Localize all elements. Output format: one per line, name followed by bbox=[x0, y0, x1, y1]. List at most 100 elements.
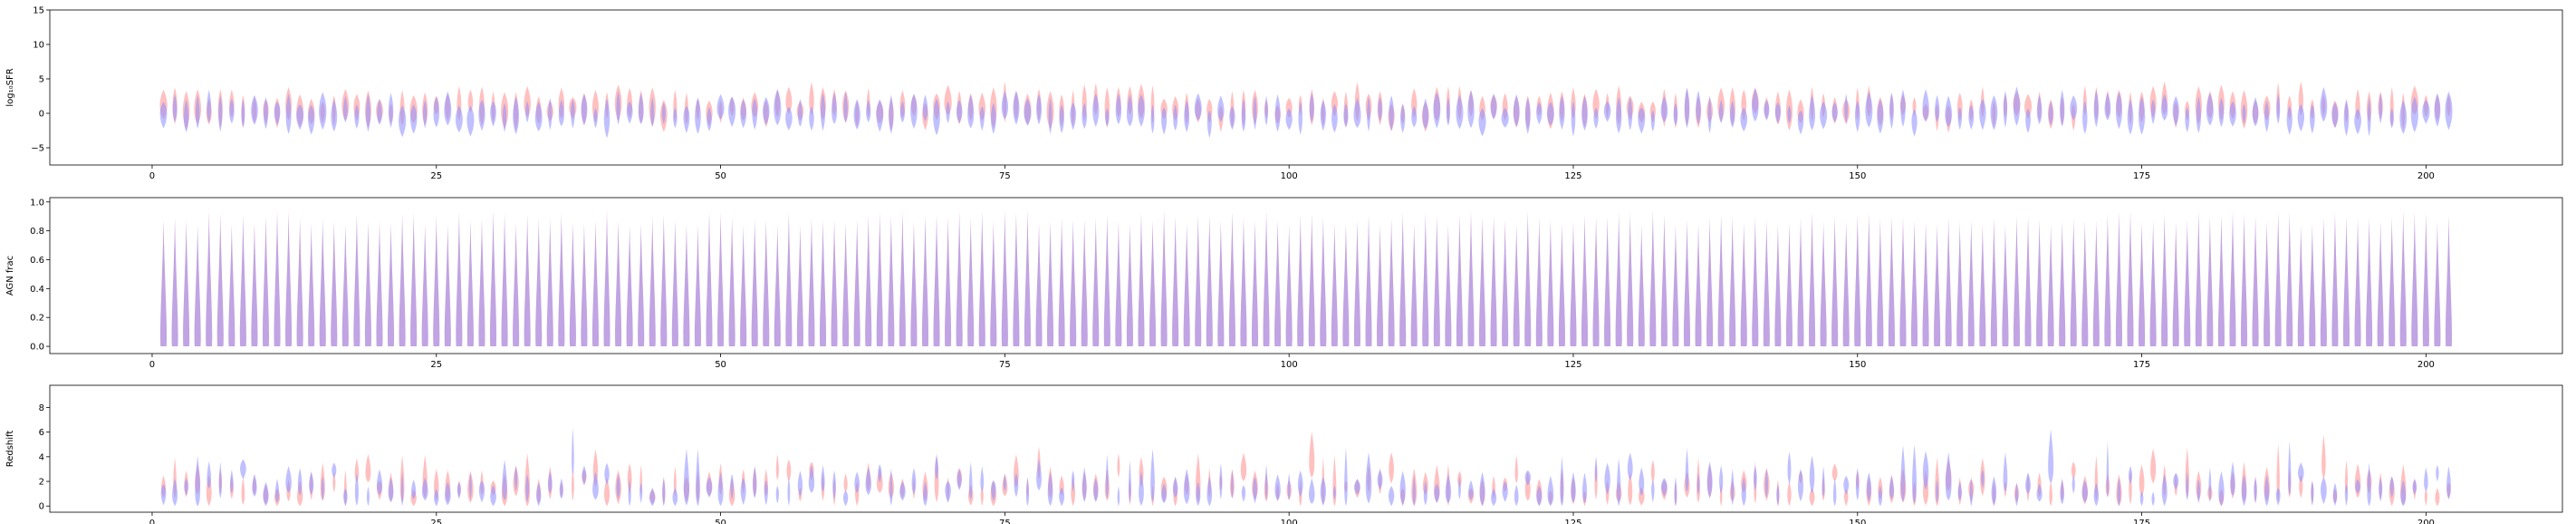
violin-b bbox=[1912, 444, 1917, 504]
violin-b bbox=[1150, 449, 1155, 502]
violin-b bbox=[2389, 476, 2394, 499]
violin-b bbox=[662, 478, 666, 507]
violin-b bbox=[1479, 217, 1486, 347]
violin-b bbox=[548, 97, 553, 131]
violin-b bbox=[1196, 481, 1201, 507]
violin-b bbox=[2321, 477, 2327, 505]
violin-b bbox=[1889, 475, 1894, 500]
violin-b bbox=[296, 218, 303, 347]
violin-b bbox=[2399, 100, 2408, 135]
violin-b bbox=[888, 215, 895, 347]
violin-b bbox=[1957, 106, 1963, 131]
violin-b bbox=[706, 107, 712, 131]
x-tick-label: 0 bbox=[149, 519, 155, 524]
violin-b bbox=[694, 225, 701, 347]
violin-b bbox=[581, 93, 588, 126]
violin-b bbox=[716, 93, 725, 120]
violin-b bbox=[1412, 474, 1416, 507]
violin-b bbox=[1161, 107, 1168, 135]
violin-b bbox=[195, 94, 200, 129]
violin-b bbox=[853, 99, 860, 130]
violin-b bbox=[2070, 218, 2077, 347]
x-tick-label: 50 bbox=[715, 360, 726, 370]
violin-b bbox=[1547, 102, 1554, 126]
violin-b bbox=[661, 102, 666, 124]
violin-b bbox=[444, 91, 452, 126]
violin-b bbox=[683, 223, 690, 347]
violin-b bbox=[1581, 95, 1588, 131]
violin-b bbox=[821, 464, 825, 492]
violin-b bbox=[1535, 218, 1543, 347]
violin-b bbox=[2286, 212, 2293, 347]
violin-b bbox=[1683, 219, 1691, 347]
violin-b bbox=[433, 215, 440, 347]
x-tick-label: 25 bbox=[430, 360, 442, 370]
violin-b bbox=[911, 467, 917, 495]
violin-b bbox=[1571, 471, 1576, 503]
violin-b bbox=[1706, 461, 1713, 498]
violin-b bbox=[1003, 474, 1006, 491]
violin-b bbox=[240, 459, 246, 480]
violin-b bbox=[1524, 97, 1531, 134]
violin-a bbox=[1843, 489, 1849, 507]
violin-b bbox=[490, 210, 497, 347]
violin-b bbox=[2206, 216, 2214, 347]
violin-b bbox=[195, 455, 201, 507]
violin-b bbox=[1502, 481, 1508, 502]
violin-a bbox=[1628, 471, 1633, 506]
x-tick-label: 125 bbox=[1564, 360, 1581, 370]
violin-b bbox=[1774, 102, 1781, 124]
violin-b bbox=[1570, 221, 1577, 347]
violin-b bbox=[411, 479, 417, 500]
violin-b bbox=[978, 211, 985, 347]
violin-a bbox=[785, 86, 793, 114]
violin-b bbox=[2013, 86, 2021, 126]
violin-b bbox=[1047, 471, 1053, 507]
violin-b bbox=[1674, 476, 1677, 507]
violin-b bbox=[2024, 216, 2032, 347]
violin-b bbox=[1399, 212, 1407, 347]
violin-b bbox=[1229, 106, 1235, 131]
axes-frame bbox=[49, 197, 2563, 354]
violin-b bbox=[921, 215, 929, 347]
violin-a bbox=[1240, 452, 1247, 481]
violin-b bbox=[2309, 104, 2315, 134]
violin-b bbox=[456, 212, 463, 347]
x-tick-label: 25 bbox=[430, 171, 442, 181]
violin-b bbox=[2025, 108, 2031, 133]
violin-a bbox=[1514, 454, 1518, 484]
violin-b bbox=[933, 214, 940, 347]
violin-b bbox=[1547, 475, 1554, 507]
violin-b bbox=[843, 91, 848, 123]
violin-b bbox=[1297, 215, 1304, 347]
violin-b bbox=[466, 219, 474, 347]
violin-b bbox=[525, 474, 530, 503]
violin-a bbox=[332, 471, 336, 493]
violin-b bbox=[1332, 485, 1336, 500]
violin-b bbox=[1660, 214, 1668, 347]
violin-b bbox=[980, 466, 985, 492]
violin-b bbox=[2115, 211, 2122, 347]
violin-b bbox=[785, 212, 793, 347]
violin-b bbox=[1945, 451, 1952, 501]
violin-b bbox=[1297, 471, 1303, 498]
violin-b bbox=[1400, 104, 1406, 133]
violin-a bbox=[1787, 481, 1792, 507]
violin-b bbox=[263, 481, 269, 507]
violin-b bbox=[1922, 451, 1929, 490]
x-tick-label: 175 bbox=[2133, 360, 2150, 370]
violin-b bbox=[455, 105, 463, 133]
violin-b bbox=[1184, 100, 1190, 132]
violin-b bbox=[1741, 477, 1746, 507]
violin-b bbox=[763, 219, 770, 347]
violin-b bbox=[1501, 107, 1509, 128]
violin-b bbox=[409, 104, 418, 134]
violin-b bbox=[569, 222, 576, 347]
violin-b bbox=[1240, 217, 1247, 347]
violin-b bbox=[1035, 223, 1043, 347]
violin-b bbox=[1433, 216, 1440, 347]
panel-agn-frac: 0.0 0.2 0.4 0.6 0.8 1.0 0 25 50 75 100 125 150 175 200… bbox=[5, 197, 2563, 370]
violin-b bbox=[1695, 224, 1702, 347]
violin-b bbox=[354, 472, 359, 507]
violin-b bbox=[1900, 89, 1906, 128]
